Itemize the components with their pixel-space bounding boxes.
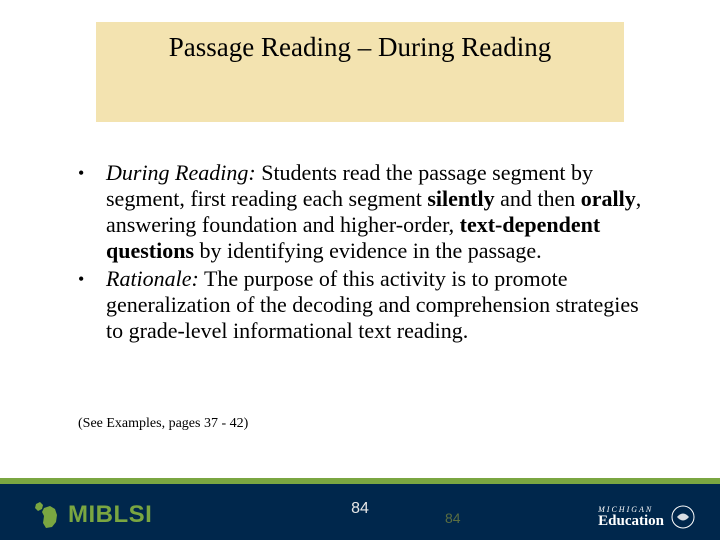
- bullet-marker: •: [78, 160, 106, 264]
- body-content: • During Reading: Students read the pass…: [78, 160, 648, 346]
- footer-bar: MIBLSI 84 84 MICHIGAN Education: [0, 484, 720, 540]
- miblsi-text: MIBLSI: [68, 501, 152, 529]
- bullet-text: During Reading: Students read the passag…: [106, 160, 648, 264]
- slide: Passage Reading – During Reading • Durin…: [0, 0, 720, 540]
- bullet-item: • Rationale: The purpose of this activit…: [78, 266, 648, 344]
- bullet-bold: silently: [427, 186, 494, 211]
- bullet-lead: During Reading:: [106, 160, 256, 185]
- bullet-marker: •: [78, 266, 106, 344]
- bullet-segment: and then: [495, 186, 581, 211]
- page-number-center: 84: [351, 500, 369, 518]
- bullet-text: Rationale: The purpose of this activity …: [106, 266, 648, 344]
- mde-text: MICHIGAN Education: [598, 506, 664, 529]
- bullet-segment: by identifying evidence in the passage.: [194, 238, 542, 263]
- page-number-right: 84: [445, 510, 461, 526]
- bullet-lead: Rationale:: [106, 266, 199, 291]
- mde-line2: Education: [598, 514, 664, 529]
- mde-emblem-icon: [670, 504, 696, 530]
- mde-logo: MICHIGAN Education: [598, 504, 696, 530]
- title-band: Passage Reading – During Reading: [96, 22, 624, 122]
- miblsi-logo: MIBLSI: [30, 500, 152, 530]
- bullet-bold: orally: [581, 186, 636, 211]
- see-examples-note: (See Examples, pages 37 - 42): [78, 416, 248, 432]
- slide-title: Passage Reading – During Reading: [169, 32, 551, 63]
- michigan-shape-icon: [30, 500, 62, 530]
- bullet-item: • During Reading: Students read the pass…: [78, 160, 648, 264]
